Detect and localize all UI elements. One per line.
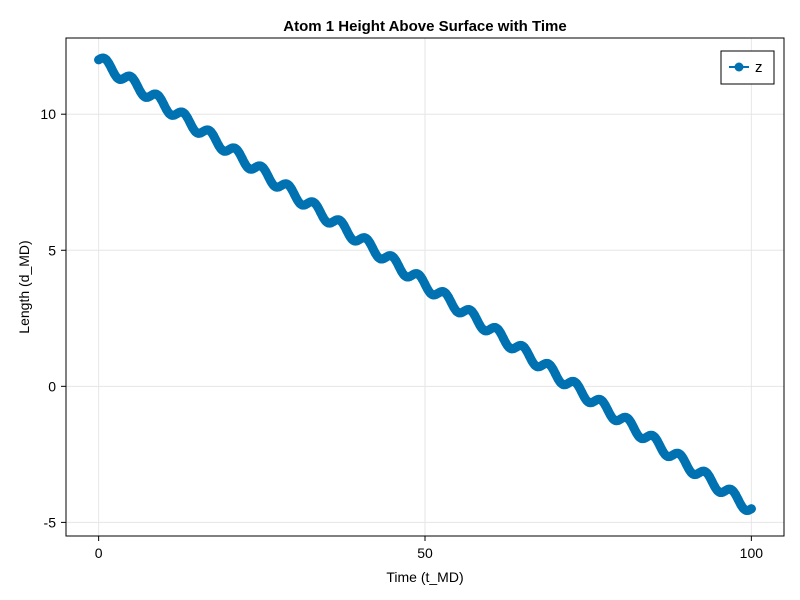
x-tick-label: 100 (740, 545, 764, 561)
series-z (94, 53, 756, 515)
x-tick-label: 50 (417, 545, 433, 561)
y-tick-label: 0 (48, 378, 56, 394)
x-axis: 0 50 100 (95, 536, 764, 561)
chart-title: Atom 1 Height Above Surface with Time (283, 18, 566, 35)
y-axis-label: Length (d_MD) (16, 240, 32, 333)
y-tick-label: 5 (48, 242, 56, 258)
data-point (746, 504, 756, 514)
y-axis: -5 0 5 10 (40, 106, 66, 530)
legend-marker (734, 62, 744, 72)
y-tick-label: -5 (44, 514, 57, 530)
x-tick-label: 0 (95, 545, 103, 561)
x-axis-label: Time (t_MD) (386, 569, 463, 585)
y-tick-label: 10 (40, 106, 56, 122)
legend-label-z: z (755, 59, 763, 76)
legend: z (720, 50, 775, 85)
